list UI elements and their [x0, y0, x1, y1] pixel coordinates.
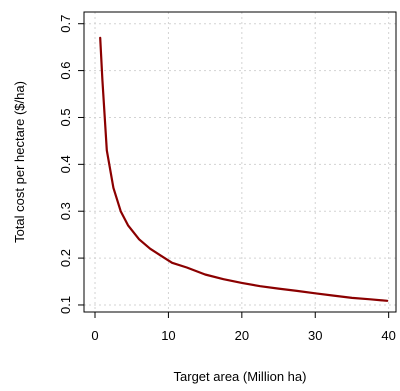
x-axis-label: Target area (Million ha)	[174, 369, 307, 384]
plot-frame	[83, 11, 397, 313]
x-tick-label: 40	[381, 328, 395, 343]
series-layer	[99, 36, 389, 302]
y-tick-label: 0.3	[58, 202, 73, 220]
x-tick-label: 10	[161, 328, 175, 343]
grid-lines	[84, 12, 396, 312]
y-tick-label: 0.5	[58, 108, 73, 126]
y-tick-label: 0.2	[58, 249, 73, 267]
x-axis: 0 10 20 30 40	[91, 312, 396, 343]
y-tick-label: 0.4	[58, 155, 73, 173]
x-tick-label: 20	[235, 328, 249, 343]
y-tick-label: 0.6	[58, 62, 73, 80]
x-tick-label: 30	[308, 328, 322, 343]
y-axis-label: Total cost per hectare ($/ha)	[12, 81, 27, 243]
x-tick-label: 0	[91, 328, 98, 343]
y-tick-label: 0.1	[58, 296, 73, 314]
y-tick-label: 0.7	[58, 15, 73, 33]
y-axis: 0.1 0.2 0.3 0.4 0.5 0.6 0.7	[58, 15, 84, 314]
series-line	[99, 36, 389, 302]
